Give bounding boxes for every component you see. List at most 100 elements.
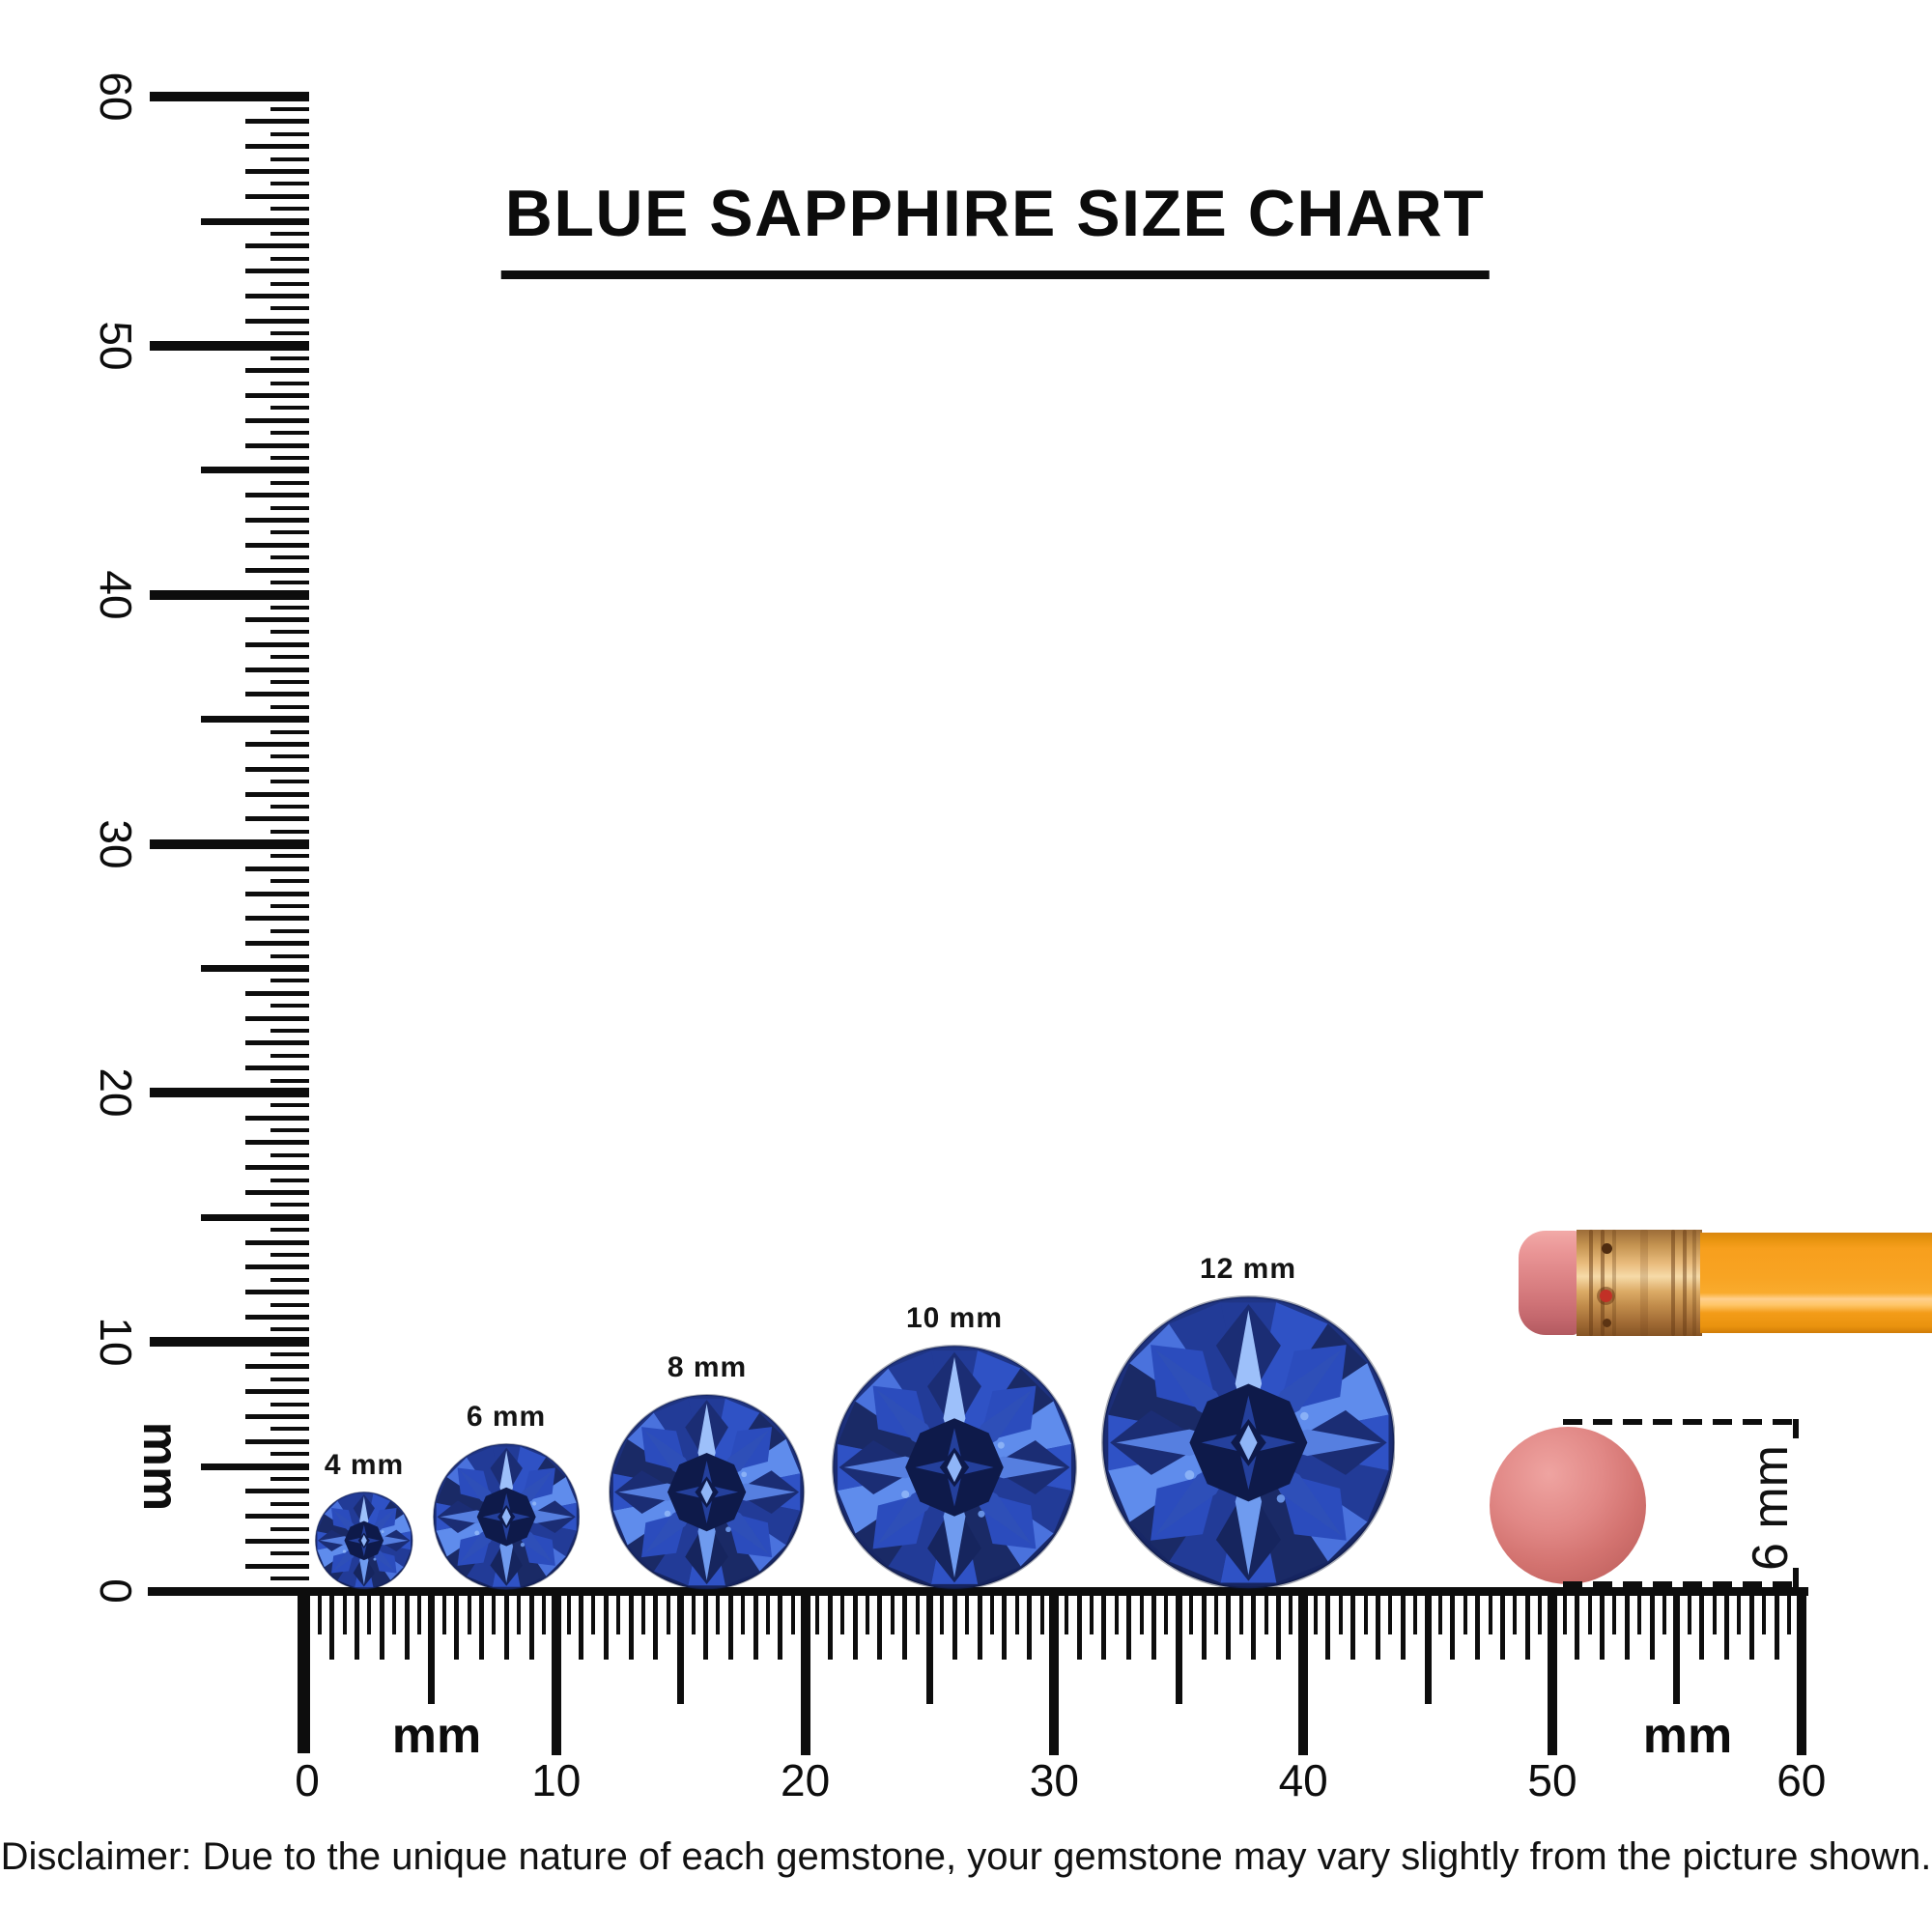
h-ruler-tick [1325, 1596, 1331, 1660]
gem-label-12mm: 12 mm [1199, 1253, 1297, 1286]
ferrule-crimp [1692, 1230, 1696, 1336]
h-ruler-tick [1437, 1596, 1442, 1634]
h-ruler-tick [1450, 1596, 1456, 1660]
v-ruler-tick [245, 866, 309, 871]
h-ruler-tick [528, 1596, 534, 1660]
v-ruler-tick [245, 368, 309, 374]
h-ruler-tick [541, 1596, 546, 1634]
v-ruler-tick [245, 1040, 309, 1046]
h-ruler-tick [1201, 1596, 1207, 1660]
h-ruler-tick [926, 1596, 933, 1704]
v-ruler-tick [270, 505, 309, 510]
v-ruler-label-20: 20 [91, 1067, 141, 1118]
h-ruler-tick [1637, 1596, 1642, 1634]
h-ruler-tick [1723, 1596, 1729, 1660]
h-ruler-tick [1762, 1596, 1767, 1634]
v-ruler-tick [270, 1551, 309, 1556]
gem-12mm [1101, 1295, 1396, 1590]
v-ruler-tick [270, 1078, 309, 1083]
h-ruler-tick [428, 1596, 436, 1704]
h-ruler-tick [1189, 1596, 1194, 1634]
v-ruler-tick [270, 231, 309, 236]
v-ruler-tick [245, 1489, 309, 1494]
h-ruler-tick [1699, 1596, 1705, 1660]
gem-label-4mm: 4 mm [324, 1449, 405, 1482]
pencil [1519, 1230, 1932, 1336]
v-ruler-tick [150, 92, 309, 102]
v-ruler-tick [150, 838, 309, 849]
v-ruler-tick [270, 306, 309, 311]
v-ruler-tick [270, 131, 309, 136]
h-ruler-label-60: 60 [1776, 1755, 1827, 1805]
h-ruler-tick [1612, 1596, 1617, 1634]
gem-label-6mm: 6 mm [466, 1400, 547, 1433]
h-ruler-tick [1463, 1596, 1467, 1634]
h-ruler-tick [866, 1596, 870, 1634]
v-ruler-tick [270, 355, 309, 360]
v-ruler-tick [270, 480, 309, 485]
h-ruler-tick [1524, 1596, 1530, 1660]
h-ruler-tick [877, 1596, 883, 1660]
v-ruler-tick [270, 1152, 309, 1157]
v-ruler-tick [245, 1563, 309, 1569]
v-ruler-tick [270, 1178, 309, 1182]
h-ruler-tick [1251, 1596, 1257, 1660]
h-ruler-tick [915, 1596, 920, 1634]
v-ruler-tick [270, 1526, 309, 1531]
h-ruler-tick [1238, 1596, 1243, 1634]
h-ruler-tick [977, 1596, 982, 1660]
v-ruler-tick [270, 1577, 309, 1581]
h-ruler-tick [404, 1596, 410, 1660]
h-ruler-tick [1624, 1596, 1630, 1660]
h-ruler-tick [1413, 1596, 1418, 1634]
sapphire-gem-illustration [315, 1492, 413, 1590]
v-ruler-tick [270, 729, 309, 734]
h-ruler-label-20: 20 [781, 1755, 831, 1805]
v-ruler-tick [245, 119, 309, 125]
v-ruler-tick [245, 293, 309, 298]
h-ruler-tick [392, 1596, 397, 1634]
v-ruler-label-60: 60 [91, 71, 141, 122]
h-ruler-tick [603, 1596, 609, 1660]
h-ruler-tick [1575, 1596, 1580, 1660]
v-ruler-tick [270, 1228, 309, 1233]
h-ruler-tick [1101, 1596, 1107, 1660]
v-ruler-tick [270, 456, 309, 460]
v-ruler-tick [270, 182, 309, 186]
h-ruler-tick [1002, 1596, 1008, 1660]
h-ruler-tick [1226, 1596, 1232, 1660]
gem-6mm [433, 1443, 580, 1590]
h-ruler-tick [1275, 1596, 1281, 1660]
v-ruler-tick [150, 1088, 309, 1098]
v-ruler-tick [245, 990, 309, 996]
h-ruler-tick [591, 1596, 596, 1634]
gem-8mm [609, 1394, 805, 1590]
v-ruler-tick [270, 1302, 309, 1307]
v-ruler-tick [270, 580, 309, 584]
v-ruler-tick [270, 953, 309, 958]
v-ruler-tick [270, 1476, 309, 1481]
h-ruler-tick [790, 1596, 795, 1634]
v-ruler-tick [245, 567, 309, 573]
h-ruler-unit-label-right: mm [1642, 1708, 1733, 1764]
h-ruler-tick [1114, 1596, 1119, 1634]
v-ruler-tick [245, 1065, 309, 1071]
h-ruler-tick [727, 1596, 733, 1660]
v-ruler-tick [270, 281, 309, 286]
h-ruler-tick [1499, 1596, 1505, 1660]
h-ruler-tick [478, 1596, 484, 1660]
h-ruler-tick [952, 1596, 957, 1660]
h-ruler-tick [517, 1596, 522, 1634]
h-ruler-tick [1424, 1596, 1432, 1704]
h-ruler-tick [778, 1596, 783, 1660]
v-ruler-tick [245, 916, 309, 922]
h-ruler-label-50: 50 [1527, 1755, 1577, 1805]
v-ruler-tick [245, 1364, 309, 1370]
v-ruler-tick [270, 1004, 309, 1009]
v-ruler-tick [270, 704, 309, 709]
h-ruler-tick [579, 1596, 584, 1660]
h-ruler-tick [1673, 1596, 1681, 1704]
h-ruler-tick [1175, 1596, 1182, 1704]
v-ruler-tick [245, 243, 309, 249]
